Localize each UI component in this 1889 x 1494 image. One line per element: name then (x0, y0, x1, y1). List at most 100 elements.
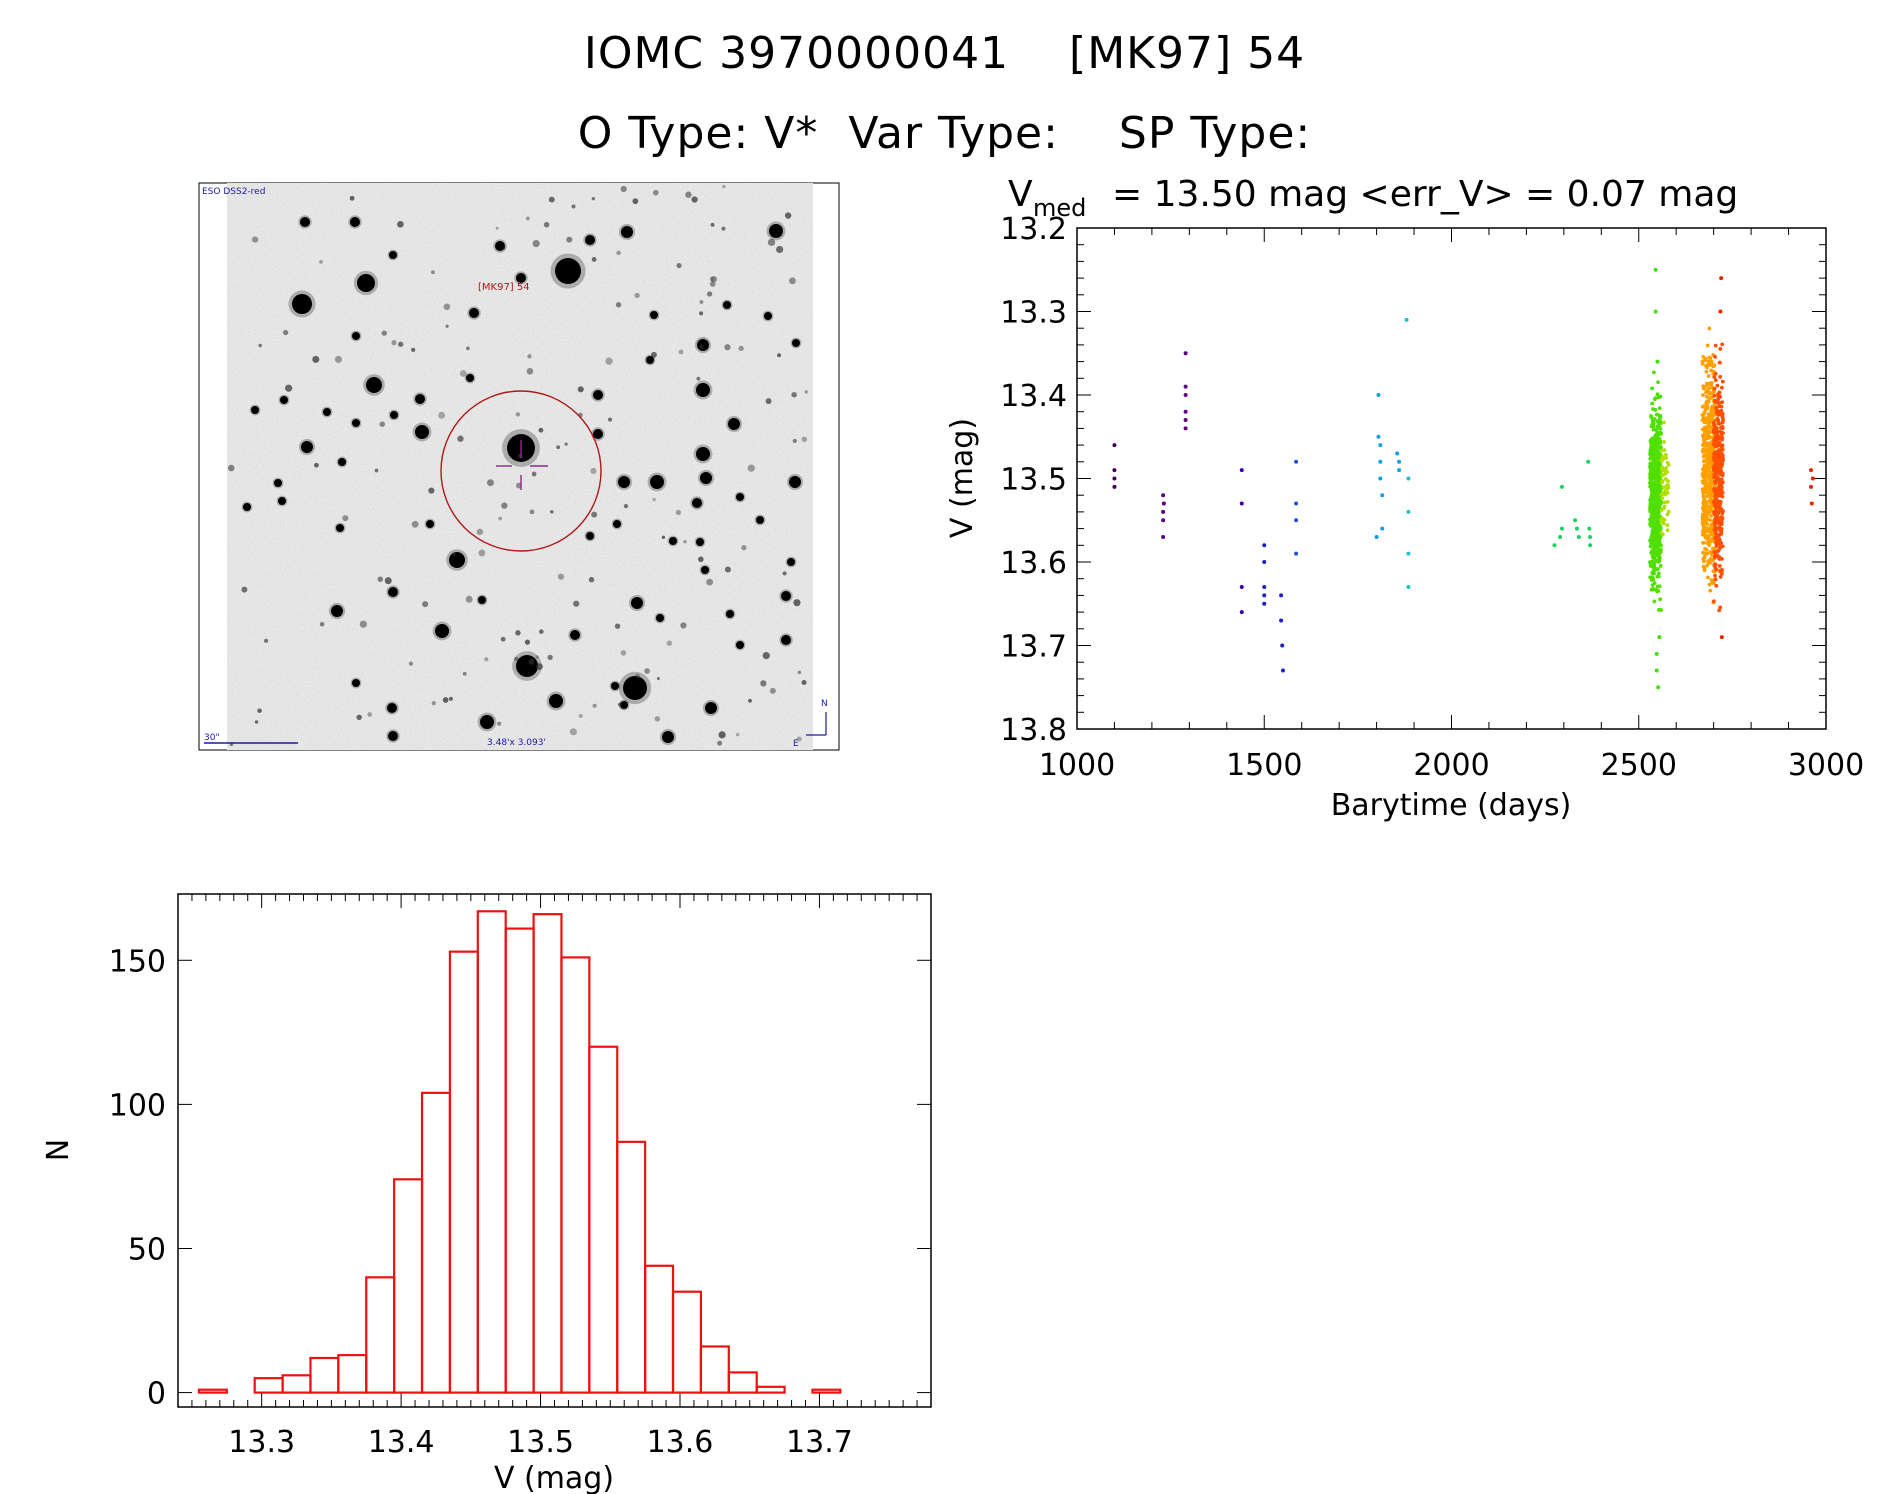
faint-star (538, 427, 544, 433)
data-point (1703, 529, 1708, 534)
faint-star (680, 622, 687, 629)
light-curve-y-tick-labels: 13.2 13.3 13.4 13.5 13.6 13.7 13.8 (1000, 212, 1067, 748)
data-point (1713, 495, 1718, 500)
faint-star (573, 600, 580, 607)
data-point (1720, 447, 1725, 452)
faint-star (801, 679, 807, 686)
data-point (1719, 635, 1724, 640)
histogram-bar (532, 913, 563, 1394)
faint-star (652, 189, 659, 196)
faint-star (319, 259, 323, 264)
data-point (1655, 522, 1660, 527)
data-point (1702, 410, 1707, 415)
data-point (1709, 360, 1714, 365)
star (781, 635, 791, 645)
star (613, 520, 621, 528)
data-point (1709, 395, 1714, 400)
histogram-bar (644, 1264, 675, 1394)
star (350, 217, 360, 227)
data-point (1809, 501, 1814, 506)
faint-star (635, 673, 640, 679)
data-point (1239, 585, 1244, 590)
data-point (1658, 430, 1663, 435)
faint-star (557, 573, 565, 580)
data-point (1652, 544, 1657, 548)
data-point (1715, 498, 1720, 503)
faint-star (796, 736, 802, 742)
histogram-bar (365, 1276, 396, 1394)
data-point (1714, 425, 1719, 430)
data-point (1720, 379, 1725, 384)
data-point (1708, 356, 1713, 360)
faint-star (356, 714, 362, 720)
data-point (1239, 501, 1244, 506)
data-point (1713, 444, 1718, 449)
star (387, 703, 397, 713)
data-point (1651, 370, 1656, 375)
light-curve-title: V med = 13.50 mag <err_V> = 0.07 mag (1008, 174, 1738, 222)
data-point (1705, 551, 1710, 556)
star (692, 498, 702, 508)
star (415, 425, 429, 439)
data-point (1656, 571, 1661, 576)
star (415, 394, 425, 404)
faint-star (776, 245, 784, 254)
star (570, 630, 580, 640)
data-point (1655, 392, 1660, 397)
data-point (1716, 397, 1720, 402)
faint-star (769, 687, 776, 694)
data-point (1716, 394, 1721, 399)
light-curve-ylabel: V (mag) (945, 418, 980, 538)
data-point (1703, 510, 1708, 515)
data-point (1652, 397, 1657, 402)
data-point (1712, 550, 1717, 555)
star (792, 339, 800, 347)
data-point (1653, 490, 1658, 495)
star (352, 679, 360, 687)
data-point (1719, 508, 1724, 513)
faint-star (398, 341, 404, 347)
histogram-bar (588, 1045, 619, 1394)
data-point (1262, 601, 1267, 606)
faint-star (741, 545, 747, 551)
faint-star (760, 680, 767, 687)
data-point (1183, 409, 1188, 414)
data-point (1655, 434, 1659, 439)
data-point (1652, 560, 1656, 565)
data-point (1648, 472, 1652, 477)
data-point (1655, 545, 1660, 550)
light-curve-title-stats: = 13.50 mag <err_V> = 0.07 mag (1112, 174, 1738, 215)
data-point (1709, 505, 1713, 510)
faint-star (765, 398, 772, 405)
data-point (1718, 575, 1723, 579)
data-point (1657, 416, 1662, 421)
data-point (1719, 404, 1724, 409)
histogram-bar (811, 1388, 842, 1394)
data-point (1707, 466, 1712, 470)
data-point (1720, 544, 1725, 549)
star (555, 258, 581, 284)
faint-star (706, 578, 714, 586)
data-point (1294, 459, 1299, 464)
star (274, 479, 282, 487)
data-point (1712, 439, 1717, 443)
data-point (1719, 479, 1724, 484)
y-tick-label: 13.6 (1000, 546, 1067, 581)
data-point (1703, 465, 1708, 469)
data-point (1719, 531, 1724, 536)
data-point (1718, 347, 1723, 351)
faint-star (391, 340, 397, 346)
data-point (1655, 510, 1660, 515)
faint-star (721, 226, 726, 231)
faint-star (605, 357, 613, 365)
data-point (1660, 532, 1665, 537)
histogram-y-tick-labels: 0 50 100 150 (109, 944, 166, 1411)
data-point (1719, 276, 1724, 281)
faint-star (801, 436, 808, 443)
data-point (1707, 543, 1712, 548)
star (728, 418, 740, 430)
data-point (1713, 371, 1718, 376)
data-point (1649, 541, 1654, 546)
data-point (1650, 551, 1655, 556)
faint-star (724, 566, 731, 573)
